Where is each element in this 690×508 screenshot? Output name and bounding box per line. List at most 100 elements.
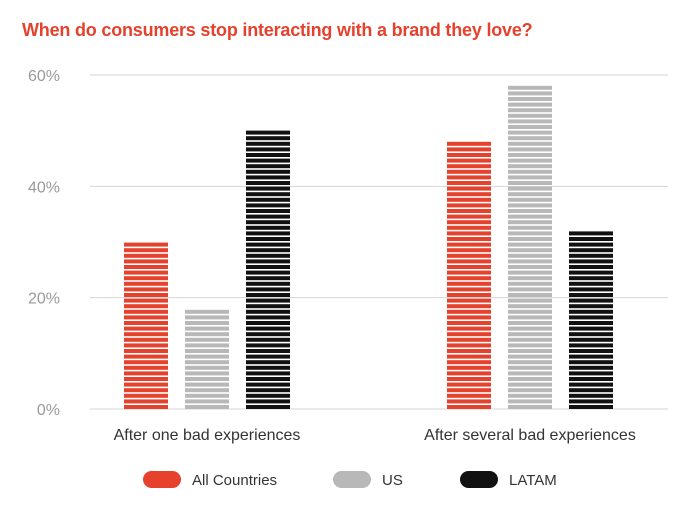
- legend-label: US: [382, 472, 403, 489]
- bar-stripe: [185, 360, 229, 365]
- bar-stripe: [508, 97, 552, 101]
- bar-stripe: [447, 354, 491, 359]
- bar-stripe: [246, 382, 290, 387]
- bar-stripe: [447, 153, 491, 157]
- bar-stripe: [508, 209, 552, 213]
- bar-stripe: [246, 237, 290, 241]
- y-tick-label: 20%: [28, 291, 60, 308]
- bar-stripe: [447, 270, 491, 275]
- bar-stripe: [246, 354, 290, 359]
- bar-stripe: [569, 248, 613, 253]
- bar-stripe: [447, 248, 491, 253]
- bar-stripe: [124, 309, 168, 314]
- bar-stripe: [246, 276, 290, 281]
- y-tick-label: 0%: [37, 402, 60, 419]
- bar-stripe: [246, 253, 290, 258]
- bar-stripe: [508, 203, 552, 208]
- bar-stripe: [185, 393, 229, 398]
- bar-stripe: [569, 388, 613, 393]
- bar-stripe: [569, 304, 613, 309]
- bar-stripe: [124, 315, 168, 320]
- bar-stripe: [447, 315, 491, 320]
- bar-stripe: [447, 231, 491, 236]
- bar-stripe: [508, 186, 552, 191]
- bar: [185, 309, 229, 409]
- bar-stripe: [246, 321, 290, 325]
- bar-stripe: [246, 158, 290, 163]
- bar-stripe: [246, 270, 290, 275]
- bar-stripe: [569, 377, 613, 381]
- bar-stripe: [508, 276, 552, 281]
- bar-stripe: [447, 304, 491, 309]
- bar-stripe: [447, 399, 491, 404]
- bar-stripe: [508, 309, 552, 314]
- bar-stripe: [508, 113, 552, 118]
- bar-stripe: [569, 298, 613, 303]
- bar-stripe: [569, 354, 613, 359]
- bar-stripe: [124, 343, 168, 348]
- bar-stripe: [185, 377, 229, 381]
- bar-stripe: [447, 287, 491, 292]
- bar-stripe: [447, 360, 491, 365]
- bar-stripe: [508, 181, 552, 185]
- bar-stripe: [508, 192, 552, 197]
- bar-stripe: [569, 365, 613, 370]
- bar-stripe: [246, 405, 290, 409]
- bar-stripe: [569, 253, 613, 258]
- bar: [246, 130, 290, 409]
- bar-stripe: [508, 102, 552, 107]
- bar-stripe: [508, 377, 552, 381]
- bar-stripe: [246, 231, 290, 236]
- bar-stripe: [246, 315, 290, 320]
- bar: [124, 242, 168, 409]
- bar-stripe: [246, 181, 290, 185]
- bar-stripe: [447, 382, 491, 387]
- legend-label: All Countries: [192, 472, 277, 489]
- bar-stripe: [508, 393, 552, 398]
- bar: [508, 85, 552, 409]
- bar-stripe: [508, 147, 552, 152]
- bar-stripe: [447, 197, 491, 202]
- bar-stripe: [246, 259, 290, 264]
- bar-stripe: [569, 270, 613, 275]
- bar-stripe: [246, 349, 290, 353]
- bar-stripe: [185, 309, 229, 314]
- bar-stripe: [246, 248, 290, 253]
- bar-stripe: [185, 399, 229, 404]
- bar-stripe: [246, 225, 290, 230]
- bar-stripe: [508, 265, 552, 269]
- bar-stripe: [508, 164, 552, 169]
- bar-stripe: [508, 237, 552, 241]
- bar-stripe: [447, 214, 491, 219]
- bar-stripe: [246, 192, 290, 197]
- bar-stripe: [124, 276, 168, 281]
- bar-stripe: [124, 377, 168, 381]
- bar-stripe: [508, 253, 552, 258]
- bar-stripe: [569, 315, 613, 320]
- bar-stripe: [569, 231, 613, 236]
- bar-stripe: [185, 337, 229, 342]
- bar-stripe: [124, 371, 168, 376]
- bar-stripe: [569, 332, 613, 337]
- bar-stripe: [124, 321, 168, 325]
- bar-stripe: [508, 214, 552, 219]
- bar-stripe: [124, 326, 168, 331]
- bar-stripe: [246, 287, 290, 292]
- bar-stripe: [124, 287, 168, 292]
- bar-stripe: [508, 321, 552, 325]
- bar-stripe: [447, 343, 491, 348]
- bar-stripe: [508, 225, 552, 230]
- bar-stripe: [124, 242, 168, 247]
- bar-stripe: [246, 326, 290, 331]
- bar-stripe: [185, 354, 229, 359]
- bar-stripe: [124, 393, 168, 398]
- bar-stripe: [124, 349, 168, 353]
- bar-stripe: [569, 349, 613, 353]
- bar-stripe: [508, 332, 552, 337]
- bar-stripe: [508, 91, 552, 96]
- bar-stripe: [246, 164, 290, 169]
- bar-stripe: [246, 147, 290, 152]
- bar-stripe: [508, 153, 552, 157]
- bar-stripe: [508, 169, 552, 174]
